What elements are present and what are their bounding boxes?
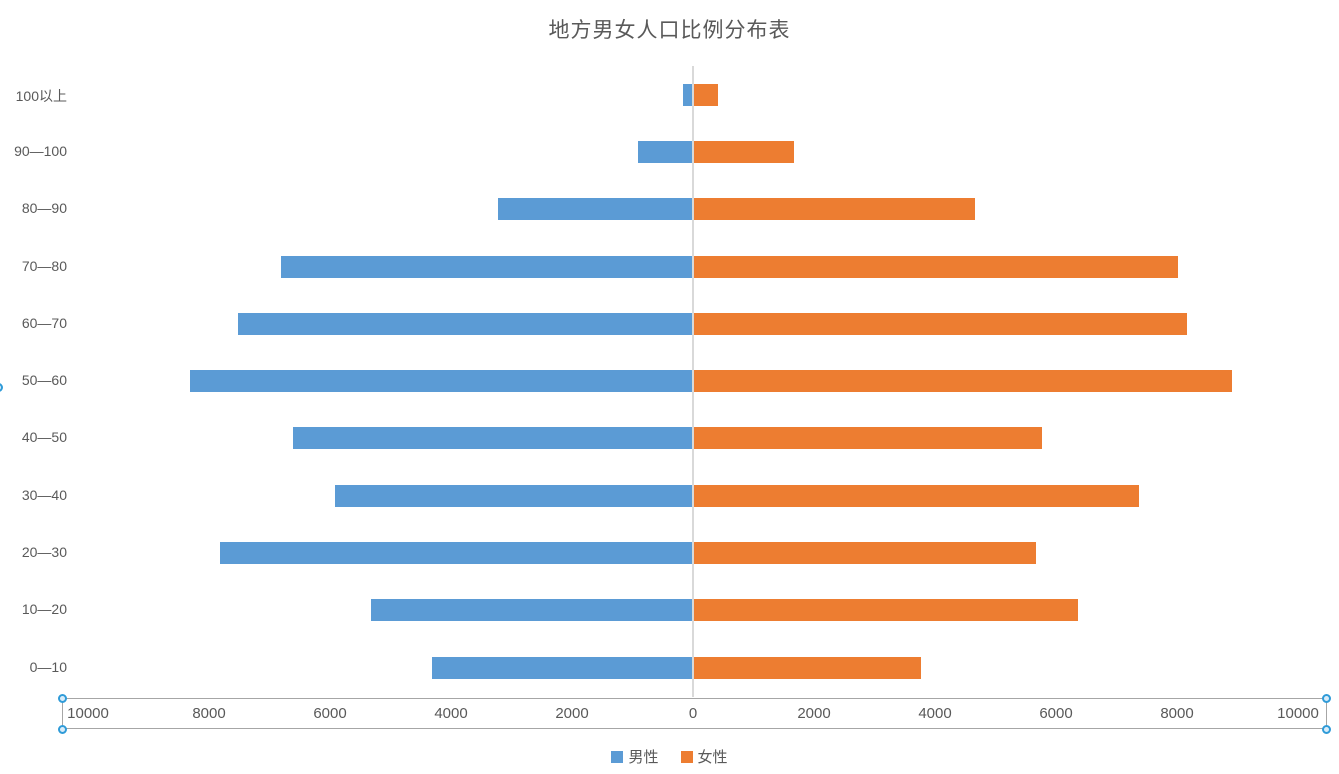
- male-bar[interactable]: [292, 427, 692, 450]
- legend-swatch-icon: [680, 750, 693, 763]
- category-axis-label[interactable]: 10—20: [21, 601, 67, 618]
- selection-handle-bottom-right[interactable]: [1322, 725, 1331, 734]
- male-bar[interactable]: [431, 656, 692, 679]
- legend-swatch-icon: [611, 750, 624, 763]
- female-bar[interactable]: [694, 370, 1233, 393]
- female-bar[interactable]: [694, 83, 719, 106]
- value-axis-tick-label[interactable]: 2000: [555, 705, 589, 722]
- male-bar[interactable]: [280, 255, 692, 278]
- category-axis-label[interactable]: 70—80: [21, 257, 67, 274]
- legend-label: 男性: [628, 749, 659, 766]
- male-bar[interactable]: [335, 484, 692, 507]
- female-bar[interactable]: [694, 427, 1042, 450]
- female-bar[interactable]: [694, 198, 976, 221]
- male-bar[interactable]: [371, 599, 692, 622]
- value-axis-tick-label[interactable]: 4000: [434, 705, 468, 722]
- male-bar[interactable]: [637, 140, 692, 163]
- female-bar[interactable]: [694, 140, 794, 163]
- value-axis-tick-label[interactable]: 10000: [1277, 705, 1319, 722]
- value-axis-selection-box[interactable]: [62, 698, 1327, 729]
- category-axis-label[interactable]: 20—30: [21, 544, 67, 561]
- male-bar[interactable]: [682, 83, 692, 106]
- category-axis-label[interactable]: 50—60: [21, 372, 67, 389]
- legend-label: 女性: [697, 749, 728, 766]
- category-axis-label[interactable]: 0—10: [29, 658, 67, 675]
- male-bar[interactable]: [498, 198, 692, 221]
- female-bar[interactable]: [694, 542, 1036, 565]
- value-axis-tick-label[interactable]: 8000: [1160, 705, 1194, 722]
- female-bar[interactable]: [694, 255, 1178, 278]
- selection-handle-top-left[interactable]: [58, 694, 67, 703]
- category-axis-label[interactable]: 60—70: [21, 314, 67, 331]
- female-bar[interactable]: [694, 312, 1188, 335]
- category-axis-label[interactable]: 40—50: [21, 429, 67, 446]
- category-axis-label[interactable]: 80—90: [21, 200, 67, 217]
- category-axis-label[interactable]: 100以上: [15, 87, 67, 104]
- value-axis-tick-label[interactable]: 4000: [918, 705, 952, 722]
- legend-item[interactable]: 女性: [680, 746, 728, 767]
- value-axis-tick-label[interactable]: 8000: [192, 705, 226, 722]
- selection-handle-bottom-left[interactable]: [58, 725, 67, 734]
- chart-legend[interactable]: 男性 女性: [0, 746, 1339, 767]
- value-axis-tick-label[interactable]: 2000: [797, 705, 831, 722]
- female-bar[interactable]: [694, 484, 1139, 507]
- category-axis-label[interactable]: 90—100: [14, 142, 67, 159]
- male-bar[interactable]: [189, 370, 692, 393]
- zero-axis-line: [692, 66, 694, 697]
- male-bar[interactable]: [220, 542, 692, 565]
- chart-title[interactable]: 地方男女人口比例分布表: [548, 19, 791, 42]
- value-axis-tick-label[interactable]: 0: [688, 705, 698, 722]
- selection-handle-top-right[interactable]: [1322, 694, 1331, 703]
- female-bar[interactable]: [694, 599, 1079, 622]
- value-axis-tick-label[interactable]: 6000: [1039, 705, 1073, 722]
- female-bar[interactable]: [694, 656, 921, 679]
- value-axis-tick-label[interactable]: 10000: [67, 705, 109, 722]
- category-axis-label[interactable]: 30—40: [21, 486, 67, 503]
- value-axis-tick-label[interactable]: 6000: [313, 705, 347, 722]
- male-bar[interactable]: [238, 312, 692, 335]
- legend-item[interactable]: 男性: [611, 746, 659, 767]
